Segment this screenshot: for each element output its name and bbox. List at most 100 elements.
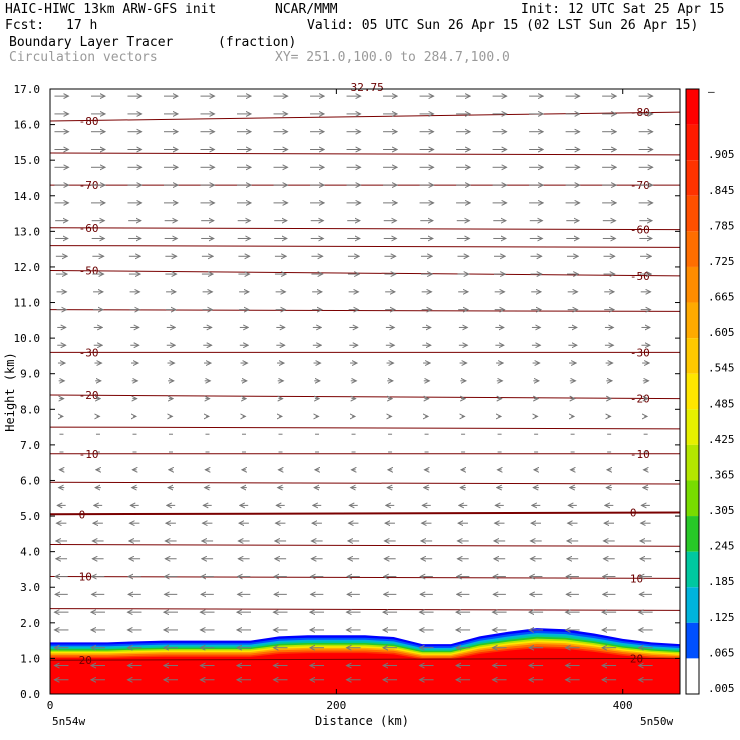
isotherm-label-left: 20 xyxy=(79,654,92,667)
isotherm-line xyxy=(49,511,681,516)
y-tick-label: 14.0 xyxy=(14,190,41,203)
colorbar-label: .245 xyxy=(708,540,735,553)
isotherm-label-left: -60 xyxy=(79,222,99,235)
colorbar-swatch xyxy=(686,338,699,374)
colorbar-swatch xyxy=(686,302,699,339)
colorbar-swatch xyxy=(686,124,699,161)
x-endpoint-right: 5n50w xyxy=(640,715,673,728)
colorbar-swatch xyxy=(686,551,699,588)
isotherm-label-left: 10 xyxy=(79,571,92,584)
field-unit: (fraction) xyxy=(218,35,297,50)
y-tick-label: 0.0 xyxy=(20,688,40,701)
y-tick-label: 17.0 xyxy=(14,83,41,96)
colorbar-swatch xyxy=(686,266,699,303)
colorbar-label: .305 xyxy=(708,504,735,517)
isotherm-line xyxy=(49,608,681,611)
colorbar-label: .065 xyxy=(708,646,735,659)
model-title: HAIC-HIWC 13km ARW-GFS init xyxy=(5,2,217,17)
center-name: NCAR/MMM xyxy=(275,2,338,17)
colorbar-label: – xyxy=(708,85,715,98)
isotherm-label-right: -30 xyxy=(630,346,650,359)
isotherm-line xyxy=(49,270,681,277)
colorbar-swatch xyxy=(686,160,699,196)
y-tick-label: 13.0 xyxy=(14,225,41,238)
isotherm-label-right: -10 xyxy=(630,448,650,461)
colorbar-swatch xyxy=(686,373,699,410)
plot-frame xyxy=(49,88,681,695)
x-tick-label: 0 xyxy=(47,699,54,712)
isotherm-label-right: 0 xyxy=(630,507,637,520)
isotherm-label-left: -30 xyxy=(79,346,99,359)
isotherm-label-left: 0 xyxy=(79,508,86,521)
isotherm-line xyxy=(49,481,681,485)
isotherm-line xyxy=(49,426,681,430)
isotherm-label-left: -10 xyxy=(79,448,99,461)
isotherm-line xyxy=(49,394,681,400)
isotherm-line xyxy=(49,309,681,312)
colorbar-label: .725 xyxy=(708,255,735,268)
y-tick-label: 9.0 xyxy=(20,368,40,381)
colorbar-label: .005 xyxy=(708,682,735,695)
colorbar-swatch xyxy=(686,444,699,481)
plot-area: -80-80-70 -70-60 -60-50 -50-30 -30-20 -20-10-… xyxy=(14,81,681,712)
isotherm-label-left: -20 xyxy=(79,389,99,402)
isotherm-line xyxy=(49,111,681,122)
colorbar-label: .125 xyxy=(708,611,735,624)
colorbar-swatch xyxy=(686,89,699,125)
y-axis-title: Height (km) xyxy=(3,352,17,431)
colorbar-swatch xyxy=(686,658,699,694)
isotherm-label-left: -70 xyxy=(79,179,99,192)
colorbar-label: .425 xyxy=(708,433,735,446)
y-tick-label: 7.0 xyxy=(20,439,40,452)
isotherm-label-left: -50 xyxy=(79,265,99,278)
colorbar-swatch xyxy=(686,409,699,445)
valid-time: Valid: 05 UTC Sun 26 Apr 15 (02 LST Sun … xyxy=(307,18,699,33)
y-tick-label: 8.0 xyxy=(20,403,40,416)
fcst-label: Fcst: xyxy=(5,18,45,33)
fcst-value: 17 h xyxy=(66,18,98,33)
overlay-name: Circulation vectors xyxy=(9,50,158,65)
colorbar-label: .845 xyxy=(708,184,735,197)
field-name: Boundary Layer Tracer xyxy=(9,35,174,50)
x-tick-label: 400 xyxy=(613,699,633,712)
isotherm-label-left: -80 xyxy=(79,115,99,128)
isotherm-line xyxy=(49,227,681,231)
isotherm-line xyxy=(49,657,681,661)
y-tick-label: 12.0 xyxy=(14,261,41,274)
y-tick-label: 3.0 xyxy=(20,581,40,594)
colorbar-swatch xyxy=(686,231,699,267)
colorbar-swatch xyxy=(686,516,699,552)
x-axis-title: Distance (km) xyxy=(315,714,409,728)
colorbar-label: .665 xyxy=(708,291,735,304)
top-label: 32.75 xyxy=(351,81,384,94)
colorbar-swatch xyxy=(686,480,699,517)
colorbar: – .905 .845 .785 .725 .665 .605 .545 .485 .425 .36… xyxy=(685,85,735,695)
colorbar-label: .785 xyxy=(708,219,735,232)
colorbar-label: .605 xyxy=(708,326,735,339)
y-tick-label: 1.0 xyxy=(20,652,40,665)
colorbar-label: .185 xyxy=(708,575,735,588)
isotherm-line xyxy=(49,576,681,579)
isotherm-label-right: 20 xyxy=(630,652,643,665)
colorbar-label: .905 xyxy=(708,148,735,161)
colorbar-swatch xyxy=(686,195,699,232)
x-endpoint-left: 5n54w xyxy=(52,715,85,728)
xy-range: XY= 251.0,100.0 to 284.7,100.0 xyxy=(275,50,510,65)
isotherm-label-right: 10 xyxy=(630,572,643,585)
isotherm-line xyxy=(49,245,681,248)
isotherm-line xyxy=(49,544,681,547)
isotherm-label-right: -60 xyxy=(630,224,650,237)
colorbar-label: .485 xyxy=(708,397,735,410)
isotherm-label-right: -50 xyxy=(630,270,650,283)
colorbar-swatch xyxy=(686,622,699,659)
colorbar-frame xyxy=(685,88,700,695)
isotherm-label-right: -80 xyxy=(630,106,650,119)
colorbar-label: .365 xyxy=(708,468,735,481)
y-tick-label: 2.0 xyxy=(20,617,40,630)
y-tick-label: 16.0 xyxy=(14,119,41,132)
x-tick-label: 200 xyxy=(326,699,346,712)
y-tick-label: 11.0 xyxy=(14,297,41,310)
colorbar-swatch xyxy=(686,587,699,623)
y-tick-label: 4.0 xyxy=(20,546,40,559)
